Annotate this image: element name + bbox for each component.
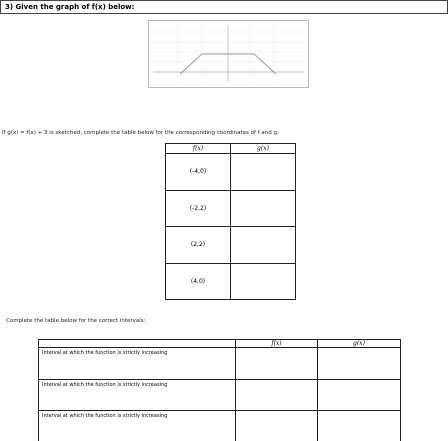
function-graph	[179, 53, 277, 75]
table1-cell: (-2,2)	[165, 189, 231, 227]
table1-empty-cell	[230, 226, 296, 264]
table1-empty-cell	[230, 262, 296, 300]
table2-label: Interval at which the function is strict…	[38, 379, 236, 411]
instruction2: Complete the table below for the correct…	[6, 318, 146, 324]
instruction: If g(x) = f(x) + 3 is sketched, complete…	[2, 130, 279, 136]
table1-cell: (-4,0)	[165, 153, 231, 191]
table2-empty-cell	[317, 379, 401, 411]
table2-empty-cell	[235, 379, 318, 411]
table1-cell: (2,2)	[165, 226, 231, 264]
graph	[148, 20, 309, 88]
table2-label: Interval at which the function is strict…	[38, 410, 236, 441]
table2-empty-cell	[235, 410, 318, 441]
table2-empty-cell	[317, 347, 401, 380]
table1-cell: (4,0)	[165, 262, 231, 300]
graph-grid	[154, 25, 303, 82]
table2-label: Interval at which the function is strict…	[38, 347, 236, 380]
table1-empty-cell	[230, 189, 296, 227]
question-header: 3) Given the graph of f(x) below:	[0, 0, 448, 14]
table2-empty-cell	[235, 347, 318, 380]
table1-empty-cell	[230, 153, 296, 191]
table2-empty-cell	[317, 410, 401, 441]
